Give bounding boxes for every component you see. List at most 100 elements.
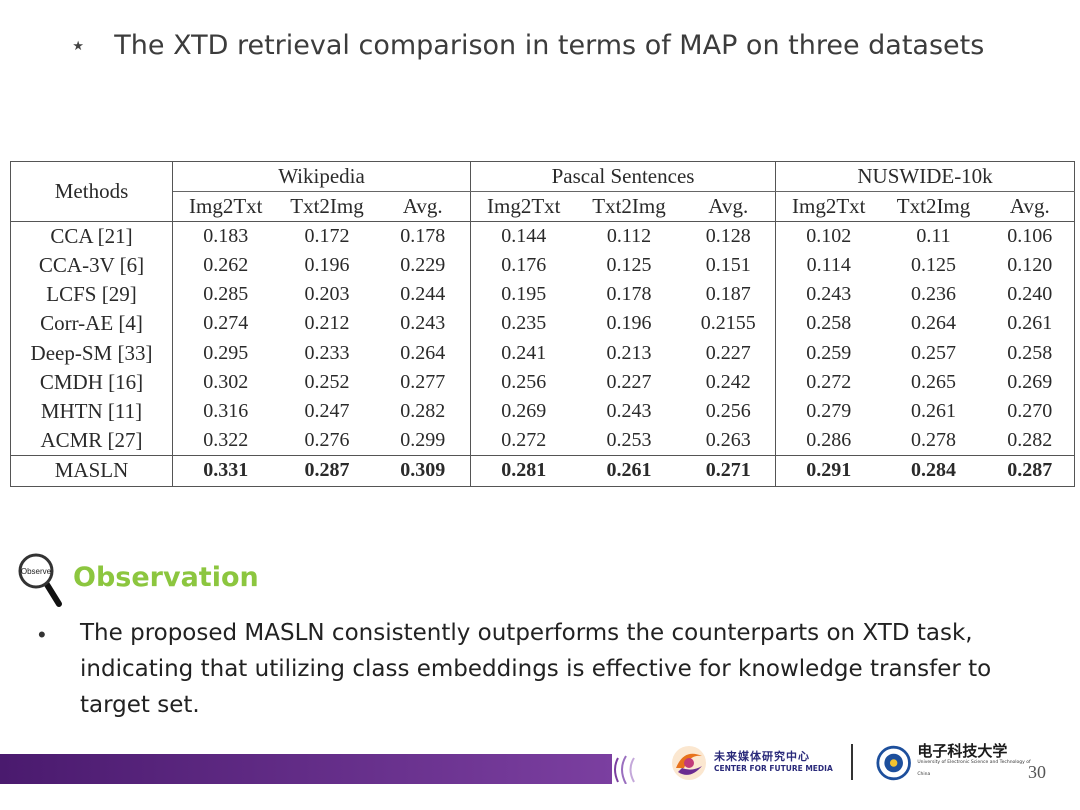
subheader-cell: Avg. [985,191,1075,223]
value-cell: 0.295 [203,341,249,364]
value-cell: 0.233 [304,341,350,364]
subheader-cell: Avg. [375,191,472,223]
value-cell: 0.229 [375,251,472,281]
value-cell: 0.291 [775,454,882,487]
value-cell: 0.196 [304,254,350,277]
value-cell: 0.178 [606,283,652,306]
value-cell: 0.258 [806,312,852,335]
magnifier-observe-icon: Observe [18,553,62,607]
value-cell: 0.276 [304,428,350,451]
value-cell: 0.125 [911,254,957,277]
value-cell: 0.144 [501,225,547,248]
slide-title: ⋆ The XTD retrieval comparison in terms … [70,30,1050,61]
value-cell: 0.322 [203,428,249,451]
table-row: CCA [21] 0.183 0.172 0.178 0.144 0.112 0.128 0.… [10,221,1075,252]
value-cell: 0.256 [501,370,547,393]
value-cell: 0.282 [1007,428,1053,451]
value-cell: 0.253 [606,428,652,451]
value-cell: 0.257 [911,341,957,364]
value-cell: 0.102 [806,225,852,248]
method-cell: CCA-3V [6] [10,251,173,281]
cfm-swirl-icon [672,746,706,780]
value-cell: 0.227 [681,338,777,368]
cfm-chinese-name: 未来媒体研究中心 [714,750,810,763]
value-cell: 0.203 [304,283,350,306]
value-cell: 0.261 [911,399,957,422]
value-cell: 0.242 [681,367,777,397]
value-cell: 0.263 [681,425,777,456]
value-cell: 0.299 [375,425,472,456]
value-cell: 0.195 [501,283,547,306]
value-cell: 0.187 [681,280,777,310]
value-cell: 0.243 [606,399,652,422]
value-cell: 0.244 [375,280,472,310]
value-cell: 0.272 [806,370,852,393]
value-cell: 0.227 [606,370,652,393]
value-cell: 0.178 [375,221,472,252]
page-number: 30 [1028,762,1046,782]
group-header-pascal: Pascal Sentences [470,161,777,193]
table-row: MHTN [11] 0.316 0.247 0.282 0.269 0.243 0.256 0… [10,396,1075,426]
value-cell: 0.284 [881,454,986,487]
value-cell: 0.272 [501,428,547,451]
value-cell: 0.287 [278,454,376,487]
value-cell: 0.183 [203,225,249,248]
method-cell: Corr-AE [4] [10,309,173,339]
value-cell: 0.279 [806,399,852,422]
subheader-cell: Txt2Img [881,191,986,223]
value-cell: 0.247 [304,399,350,422]
observation-line-3: target set. [80,692,200,718]
value-cell: 0.271 [681,454,777,487]
value-cell: 0.258 [1007,341,1053,364]
observation-title: Observation [73,562,259,593]
table-row: Deep-SM [33] 0.295 0.233 0.264 0.241 0.213 0.2… [10,338,1075,368]
value-cell: 0.120 [1007,254,1053,277]
subheader-cell: Avg. [681,191,777,223]
value-cell: 0.112 [606,225,652,248]
value-cell: 0.106 [1007,225,1053,248]
value-cell: 0.114 [806,254,851,277]
value-cell: 0.309 [375,454,472,487]
method-cell: Deep-SM [33] [10,338,173,368]
group-header-wikipedia: Wikipedia [172,161,472,193]
star-bullet-icon: ⋆ [70,30,87,61]
value-cell: 0.259 [806,341,852,364]
subheader-cell: Img2Txt [172,191,279,223]
value-cell: 0.270 [1007,399,1053,422]
value-cell: 0.125 [606,254,652,277]
table-group-header-row: Methods Wikipedia Pascal Sentences NUSWI… [10,161,1075,223]
value-cell: 0.256 [681,396,777,426]
value-cell: 0.243 [375,309,472,339]
value-cell: 0.278 [911,428,957,451]
value-cell: 0.281 [470,454,577,487]
center-for-future-media-logo: 未来媒体研究中心 CENTER FOR FUTURE MEDIA [670,742,835,784]
value-cell: 0.241 [501,341,547,364]
cfm-english-name: CENTER FOR FUTURE MEDIA [714,764,833,773]
table-subheader-row: Img2Txt Txt2Img Avg. Img2Txt Txt2Img Avg. Img2… [11,191,1075,223]
value-cell: 0.11 [916,225,951,248]
table-row: ACMR [27] 0.322 0.276 0.299 0.272 0.253 0.263 0… [10,425,1075,456]
value-cell: 0.286 [806,428,852,451]
value-cell: 0.269 [1007,370,1053,393]
method-cell: CCA [21] [10,221,173,252]
value-cell: 0.331 [172,454,279,487]
value-cell: 0.252 [304,370,350,393]
value-cell: 0.316 [203,399,249,422]
value-cell: 0.287 [985,454,1075,487]
value-cell: 0.262 [203,254,249,277]
observation-line-1: The proposed MASLN consistently outperfo… [80,620,973,646]
observation-text: The proposed MASLN consistently outperfo… [80,615,1055,723]
value-cell: 0.172 [304,225,350,248]
value-cell: 0.264 [375,338,472,368]
table-row-masln: MASLN 0.331 0.287 0.309 0.281 0.261 0.271 0.291… [10,454,1075,487]
table-row: CCA-3V [6] 0.262 0.196 0.229 0.176 0.125 0.151… [10,251,1075,281]
value-cell: 0.264 [911,312,957,335]
subheader-cell: Img2Txt [775,191,882,223]
method-cell: MASLN [10,454,173,487]
subheader-cell: Txt2Img [278,191,376,223]
observation-line-2: indicating that utilizing class embeddin… [80,656,992,682]
table-row: LCFS [29] 0.285 0.203 0.244 0.195 0.178 0.187 0… [10,280,1075,310]
uestc-emblem-icon [876,745,911,781]
table-row: Corr-AE [4] 0.274 0.212 0.243 0.235 0.196 0.21… [10,309,1075,339]
value-cell: 0.261 [576,454,682,487]
